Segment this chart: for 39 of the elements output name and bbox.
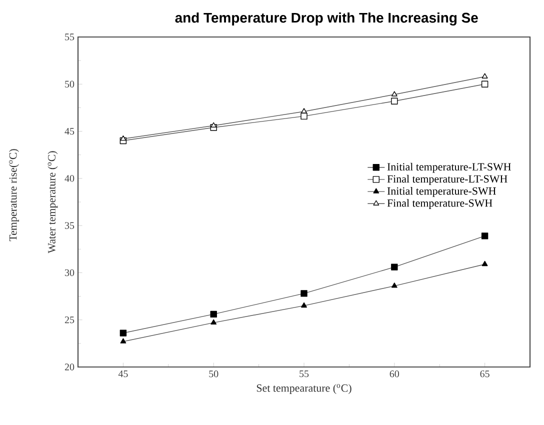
point <box>210 319 217 325</box>
point <box>481 80 488 88</box>
point <box>391 282 398 288</box>
point <box>210 122 217 128</box>
point <box>300 290 308 297</box>
point <box>481 232 488 240</box>
y-tick-label: 25 <box>64 316 74 324</box>
point <box>391 264 398 270</box>
legend-label: Initial temperature-LT-SWH <box>387 162 511 173</box>
x-tick-label: 60 <box>390 370 400 378</box>
point <box>301 302 307 308</box>
point <box>210 310 217 318</box>
x-tick-label: 50 <box>209 370 218 378</box>
y-tick-label: 20 <box>64 364 74 370</box>
y-tick-label: 40 <box>64 175 74 182</box>
point <box>391 98 398 104</box>
y-tick-label: 30 <box>65 269 74 276</box>
x-axis-title: Set tempearature ($^{o}$C) <box>256 384 352 394</box>
y-axis-title: Water temperature ($^{o}$C) <box>48 151 58 254</box>
point <box>300 112 308 120</box>
x-tick-label: 45 <box>118 370 128 378</box>
y-tick-label: 45 <box>64 128 74 135</box>
legend-label: Final temperature-SWH <box>387 199 492 210</box>
point <box>301 108 307 114</box>
point <box>120 135 126 141</box>
legend-label: Initial temperature-SWH <box>387 187 496 197</box>
y-tick-label: 50 <box>65 80 74 88</box>
legend-label: Final temperature-LT-SWH <box>387 174 508 185</box>
x-tick-label: 55 <box>300 370 309 378</box>
point <box>120 338 126 344</box>
y-tick-label: 55 <box>65 34 74 40</box>
point <box>482 73 488 78</box>
text: Temperature rise($^{o}$C) <box>9 149 19 242</box>
x-tick-label: 65 <box>480 370 490 378</box>
chart-title: and Temperature Drop with The Increasing Se <box>175 12 478 26</box>
point <box>120 330 127 336</box>
y-tick-label: 35 <box>65 222 74 229</box>
point <box>391 91 398 96</box>
point <box>482 260 488 266</box>
